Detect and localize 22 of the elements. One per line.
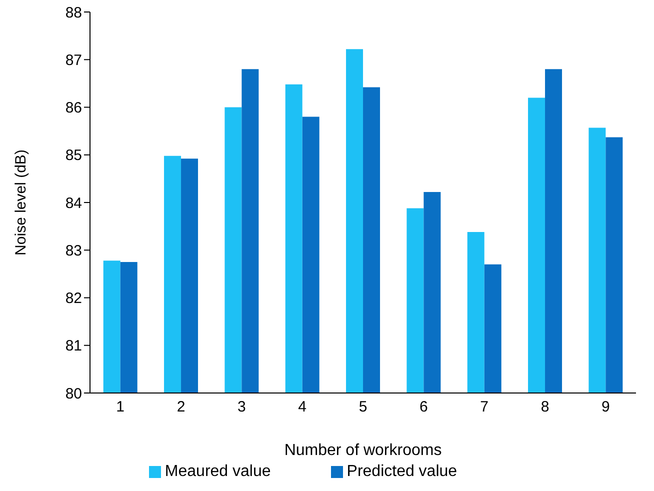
x-tick-label: 4 xyxy=(298,398,307,416)
y-tick-label: 87 xyxy=(65,52,82,69)
y-tick-label: 80 xyxy=(65,385,82,402)
x-tick-label: 2 xyxy=(176,398,186,416)
x-tick-label: 7 xyxy=(480,398,489,416)
legend-label: Predicted value xyxy=(346,463,458,480)
y-tick-label: 88 xyxy=(65,4,82,22)
y-tick-label: 81 xyxy=(65,338,82,355)
x-tick-label: 6 xyxy=(419,398,428,416)
y-tick-label: 86 xyxy=(65,100,82,117)
y-tick-label: 85 xyxy=(65,147,82,164)
x-tick-label: 8 xyxy=(540,398,550,416)
y-tick-label: 82 xyxy=(65,290,82,308)
y-axis-title: Noise level (dB) xyxy=(12,150,30,256)
x-axis-title: Number of workrooms xyxy=(284,442,442,459)
x-tick-label: 3 xyxy=(237,398,246,416)
x-tick-label: 1 xyxy=(116,398,125,416)
x-tick-label: 5 xyxy=(358,398,368,416)
legend-label: Meaured value xyxy=(164,463,271,480)
y-tick-label: 83 xyxy=(65,242,82,260)
y-tick-label: 84 xyxy=(65,194,82,212)
x-tick-label: 9 xyxy=(601,398,610,416)
